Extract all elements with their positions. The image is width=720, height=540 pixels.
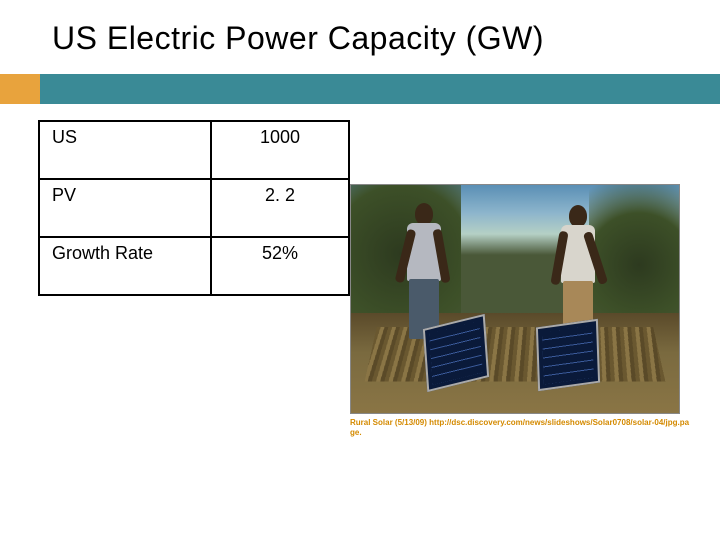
table-row: US 1000 — [39, 121, 349, 179]
table-row: PV 2. 2 — [39, 179, 349, 237]
accent-bar-orange — [0, 74, 40, 104]
row-value: 52% — [211, 237, 349, 295]
table: US 1000 PV 2. 2 Growth Rate 52% — [38, 120, 350, 296]
row-label: US — [39, 121, 211, 179]
row-value: 2. 2 — [211, 179, 349, 237]
row-label: PV — [39, 179, 211, 237]
photo-solar-panel — [536, 319, 600, 391]
row-value: 1000 — [211, 121, 349, 179]
capacity-table: US 1000 PV 2. 2 Growth Rate 52% — [38, 120, 350, 296]
photo-caption: Rural Solar (5/13/09) http://dsc.discove… — [350, 418, 690, 438]
table-row: Growth Rate 52% — [39, 237, 349, 295]
slide: US Electric Power Capacity (GW) US 1000 … — [0, 0, 720, 540]
solar-install-photo — [350, 184, 680, 414]
accent-bar-teal — [40, 74, 720, 104]
page-title: US Electric Power Capacity (GW) — [52, 20, 544, 57]
row-label: Growth Rate — [39, 237, 211, 295]
accent-bar — [0, 74, 720, 104]
